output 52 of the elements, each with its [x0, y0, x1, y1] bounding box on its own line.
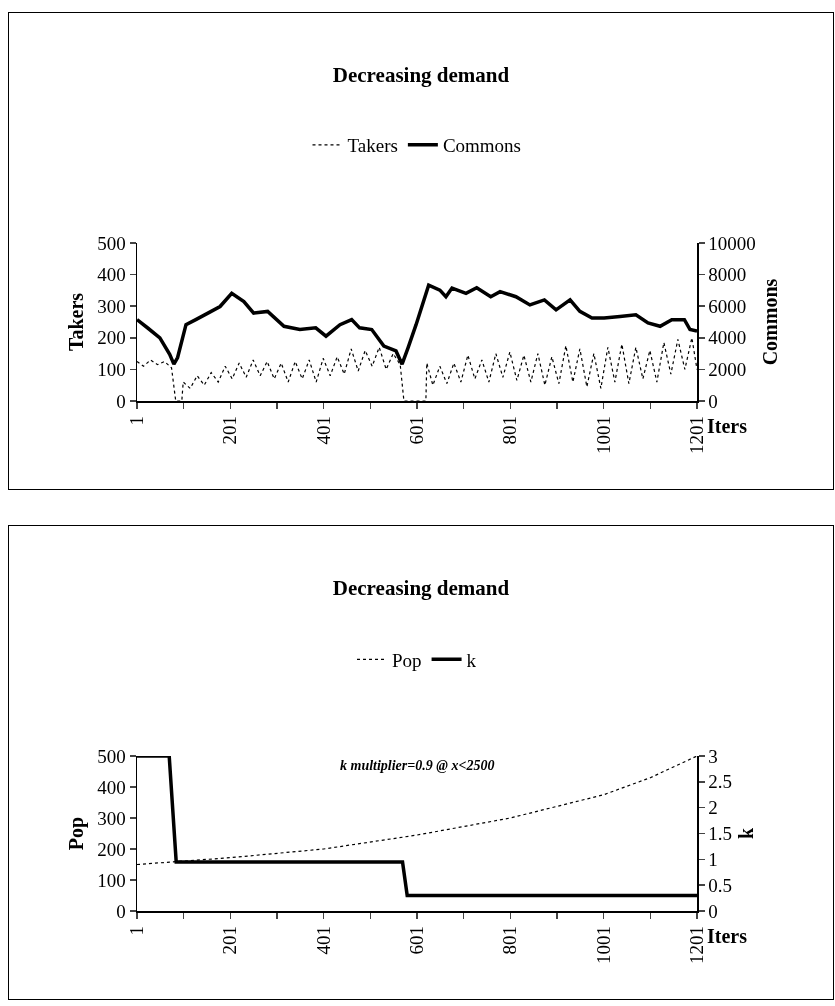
y-tick-label: 200	[97, 327, 126, 349]
y-tick-label: 500	[97, 232, 126, 254]
y-axis-title: Takers	[64, 292, 87, 352]
x-tick-label: 601	[406, 926, 428, 955]
y2-tick-label: 4000	[708, 327, 747, 349]
y2-tick-label: 2.5	[708, 771, 733, 793]
y-tick-label: 0	[116, 900, 126, 922]
annotation: k multiplier=0.9 @ x<2500	[340, 758, 495, 773]
y2-axis-title: Commons	[759, 278, 782, 366]
x-tick-label: 1001	[592, 416, 614, 455]
x-tick-label: 1201	[686, 416, 708, 455]
y2-axis-title: k	[735, 827, 758, 840]
y-tick-label: 200	[97, 838, 126, 860]
y-tick-label: 400	[97, 264, 126, 286]
y2-tick-label: 10000	[708, 232, 756, 254]
y-tick-label: 500	[97, 745, 126, 767]
x-tick-label: 1201	[686, 926, 708, 965]
y2-tick-label: 2000	[708, 359, 747, 381]
y-tick-label: 400	[97, 776, 126, 798]
y2-tick-label: 1.5	[708, 823, 733, 845]
x-tick-label: 601	[406, 416, 428, 445]
y-tick-label: 100	[97, 359, 126, 381]
x-tick-label: 401	[312, 416, 334, 445]
y2-tick-label: 0	[708, 390, 718, 412]
y2-tick-label: 6000	[708, 295, 747, 317]
y-tick-label: 0	[116, 390, 126, 412]
y2-tick-label: 1	[708, 848, 718, 870]
y2-tick-label: 3	[708, 745, 718, 767]
legend-label: Commons	[442, 135, 521, 157]
chart-title: Decreasing demand	[332, 63, 510, 88]
x-tick-label: 801	[499, 926, 521, 955]
legend-label: Takers	[347, 135, 398, 157]
legend-label: Pop	[392, 649, 422, 671]
y-tick-label: 100	[97, 869, 126, 891]
x-tick-label: 401	[312, 926, 334, 955]
x-axis-title: Iters	[707, 415, 748, 437]
y2-tick-label: 0	[708, 900, 718, 922]
x-tick-label: 201	[219, 416, 241, 445]
y-tick-label: 300	[97, 807, 126, 829]
legend-label: k	[466, 649, 477, 671]
x-tick-label: 801	[499, 416, 521, 445]
y2-tick-label: 8000	[708, 264, 747, 286]
y2-tick-label: 0.5	[708, 874, 733, 896]
x-tick-label: 1	[126, 416, 148, 426]
x-tick-label: 1	[126, 926, 148, 936]
y-axis-title: Pop	[64, 816, 88, 851]
x-axis-title: Iters	[707, 925, 748, 947]
x-tick-label: 1001	[592, 926, 614, 965]
y-tick-label: 300	[97, 295, 126, 317]
chart-title: Decreasing demand	[332, 575, 510, 600]
x-tick-label: 201	[219, 926, 241, 955]
y2-tick-label: 2	[708, 797, 718, 819]
